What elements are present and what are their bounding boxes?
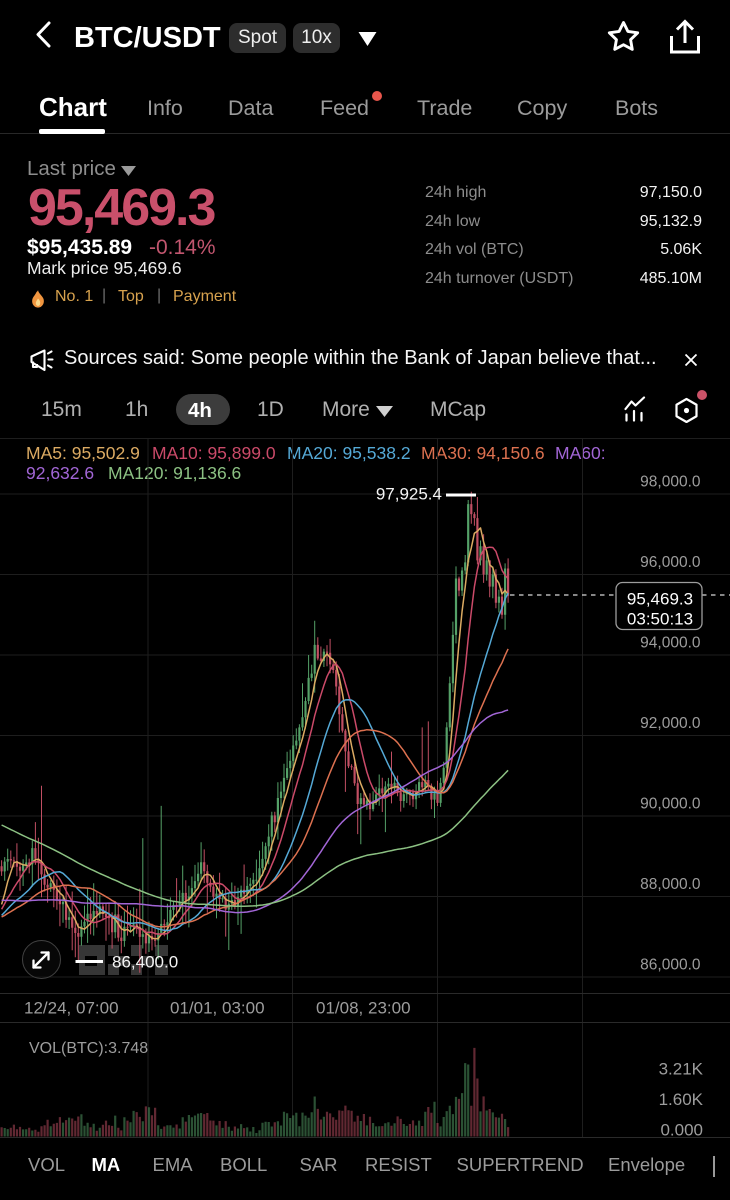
- svg-text:01/01, 03:00: 01/01, 03:00: [170, 999, 265, 1018]
- svg-text:0.000: 0.000: [660, 1120, 703, 1139]
- svg-text:12/24, 07:00: 12/24, 07:00: [24, 999, 119, 1018]
- svg-text:03:50:13: 03:50:13: [627, 610, 693, 629]
- svg-text:96,000.0: 96,000.0: [640, 554, 701, 571]
- svg-text:86,000.0: 86,000.0: [640, 957, 701, 974]
- svg-text:1.60K: 1.60K: [659, 1090, 704, 1109]
- svg-text:90,000.0: 90,000.0: [640, 796, 701, 813]
- svg-text:95,469.3: 95,469.3: [627, 590, 693, 609]
- svg-text:94,000.0: 94,000.0: [640, 635, 701, 652]
- svg-text:88,000.0: 88,000.0: [640, 876, 701, 893]
- svg-text:98,000.0: 98,000.0: [640, 474, 701, 491]
- svg-text:97,925.4: 97,925.4: [376, 485, 442, 504]
- svg-text:01/08, 23:00: 01/08, 23:00: [316, 999, 411, 1018]
- svg-text:92,000.0: 92,000.0: [640, 715, 701, 732]
- svg-text:86,400.0: 86,400.0: [112, 953, 178, 972]
- svg-text:3.21K: 3.21K: [659, 1060, 704, 1079]
- svg-text:VOL(BTC):3.748: VOL(BTC):3.748: [29, 1040, 148, 1057]
